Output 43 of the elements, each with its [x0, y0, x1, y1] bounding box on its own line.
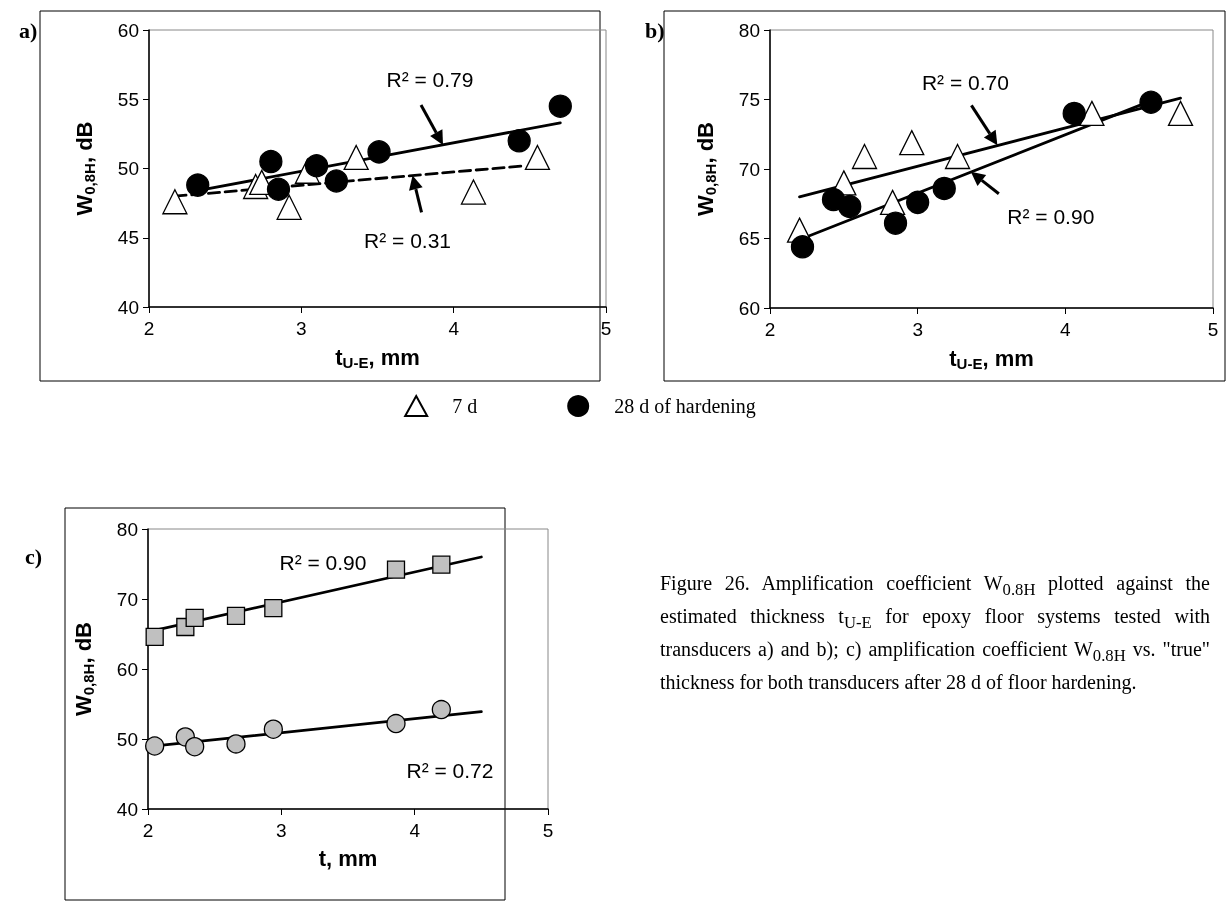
- y-tick-label: 80: [738, 19, 760, 41]
- x-tick-label: 2: [764, 319, 776, 340]
- y-tick-label: 60: [117, 19, 139, 41]
- y-tick-label: 60: [116, 658, 138, 680]
- x-tick-label: 3: [912, 319, 923, 340]
- y-tick-label: 40: [116, 798, 138, 820]
- annotation: R² = 0.72: [406, 758, 494, 782]
- y-tick-label: 75: [738, 89, 760, 110]
- y-tick-label: 70: [738, 158, 760, 180]
- chart-title: b): [645, 17, 665, 43]
- text: c): [25, 543, 43, 569]
- x-tick-label: 3: [296, 318, 307, 339]
- y-tick-label: 40: [117, 296, 139, 318]
- legend-label: 7 d: [452, 395, 478, 417]
- annotation: R² = 0.79: [386, 68, 474, 92]
- text: Figure 26. Amplification coefficient W$_{0.8H}$ plotted against the estimated thickness t$_{U-E}$ for epoxy floor systems tested with transducers a) and b); c) amplification coefficient W$_{0.8H}$ vs. "true" thickness for both transducers after 28 d of floor hardening.: [660, 572, 1210, 693]
- y-tick-label: 60: [738, 297, 760, 319]
- x-tick-label: 5: [600, 318, 612, 339]
- y-tick-label: 65: [738, 228, 760, 249]
- y-axis-title: W0,8H, dB: [71, 621, 97, 716]
- y-tick-label: 45: [117, 227, 139, 249]
- x-tick-label: 2: [143, 318, 155, 339]
- annotation: R² = 0.90: [279, 550, 367, 574]
- legend-label: 28 d of hardening: [614, 395, 756, 418]
- x-axis-title: t, mm: [318, 845, 378, 871]
- annotation: R² = 0.31: [364, 228, 452, 252]
- x-tick-label: 5: [1207, 319, 1219, 340]
- x-tick-label: 4: [1060, 319, 1072, 340]
- x-tick-label: 2: [142, 820, 154, 841]
- y-tick-label: 50: [117, 158, 139, 179]
- x-tick-label: 5: [542, 820, 554, 841]
- y-axis-title: W0,8H, dB: [693, 121, 719, 216]
- annotation: R² = 0.70: [921, 70, 1009, 94]
- y-tick-label: 70: [116, 588, 138, 610]
- y-tick-label: 80: [116, 518, 138, 540]
- y-tick-label: 50: [116, 728, 138, 750]
- annotation: R² = 0.90: [1007, 205, 1095, 229]
- y-tick-label: 55: [117, 88, 139, 110]
- x-tick-label: 4: [409, 820, 421, 841]
- y-axis-title: W0,8H, dB: [72, 121, 98, 216]
- x-tick-label: 3: [276, 820, 287, 841]
- x-tick-label: 4: [448, 318, 460, 339]
- chart-title: a): [19, 17, 38, 43]
